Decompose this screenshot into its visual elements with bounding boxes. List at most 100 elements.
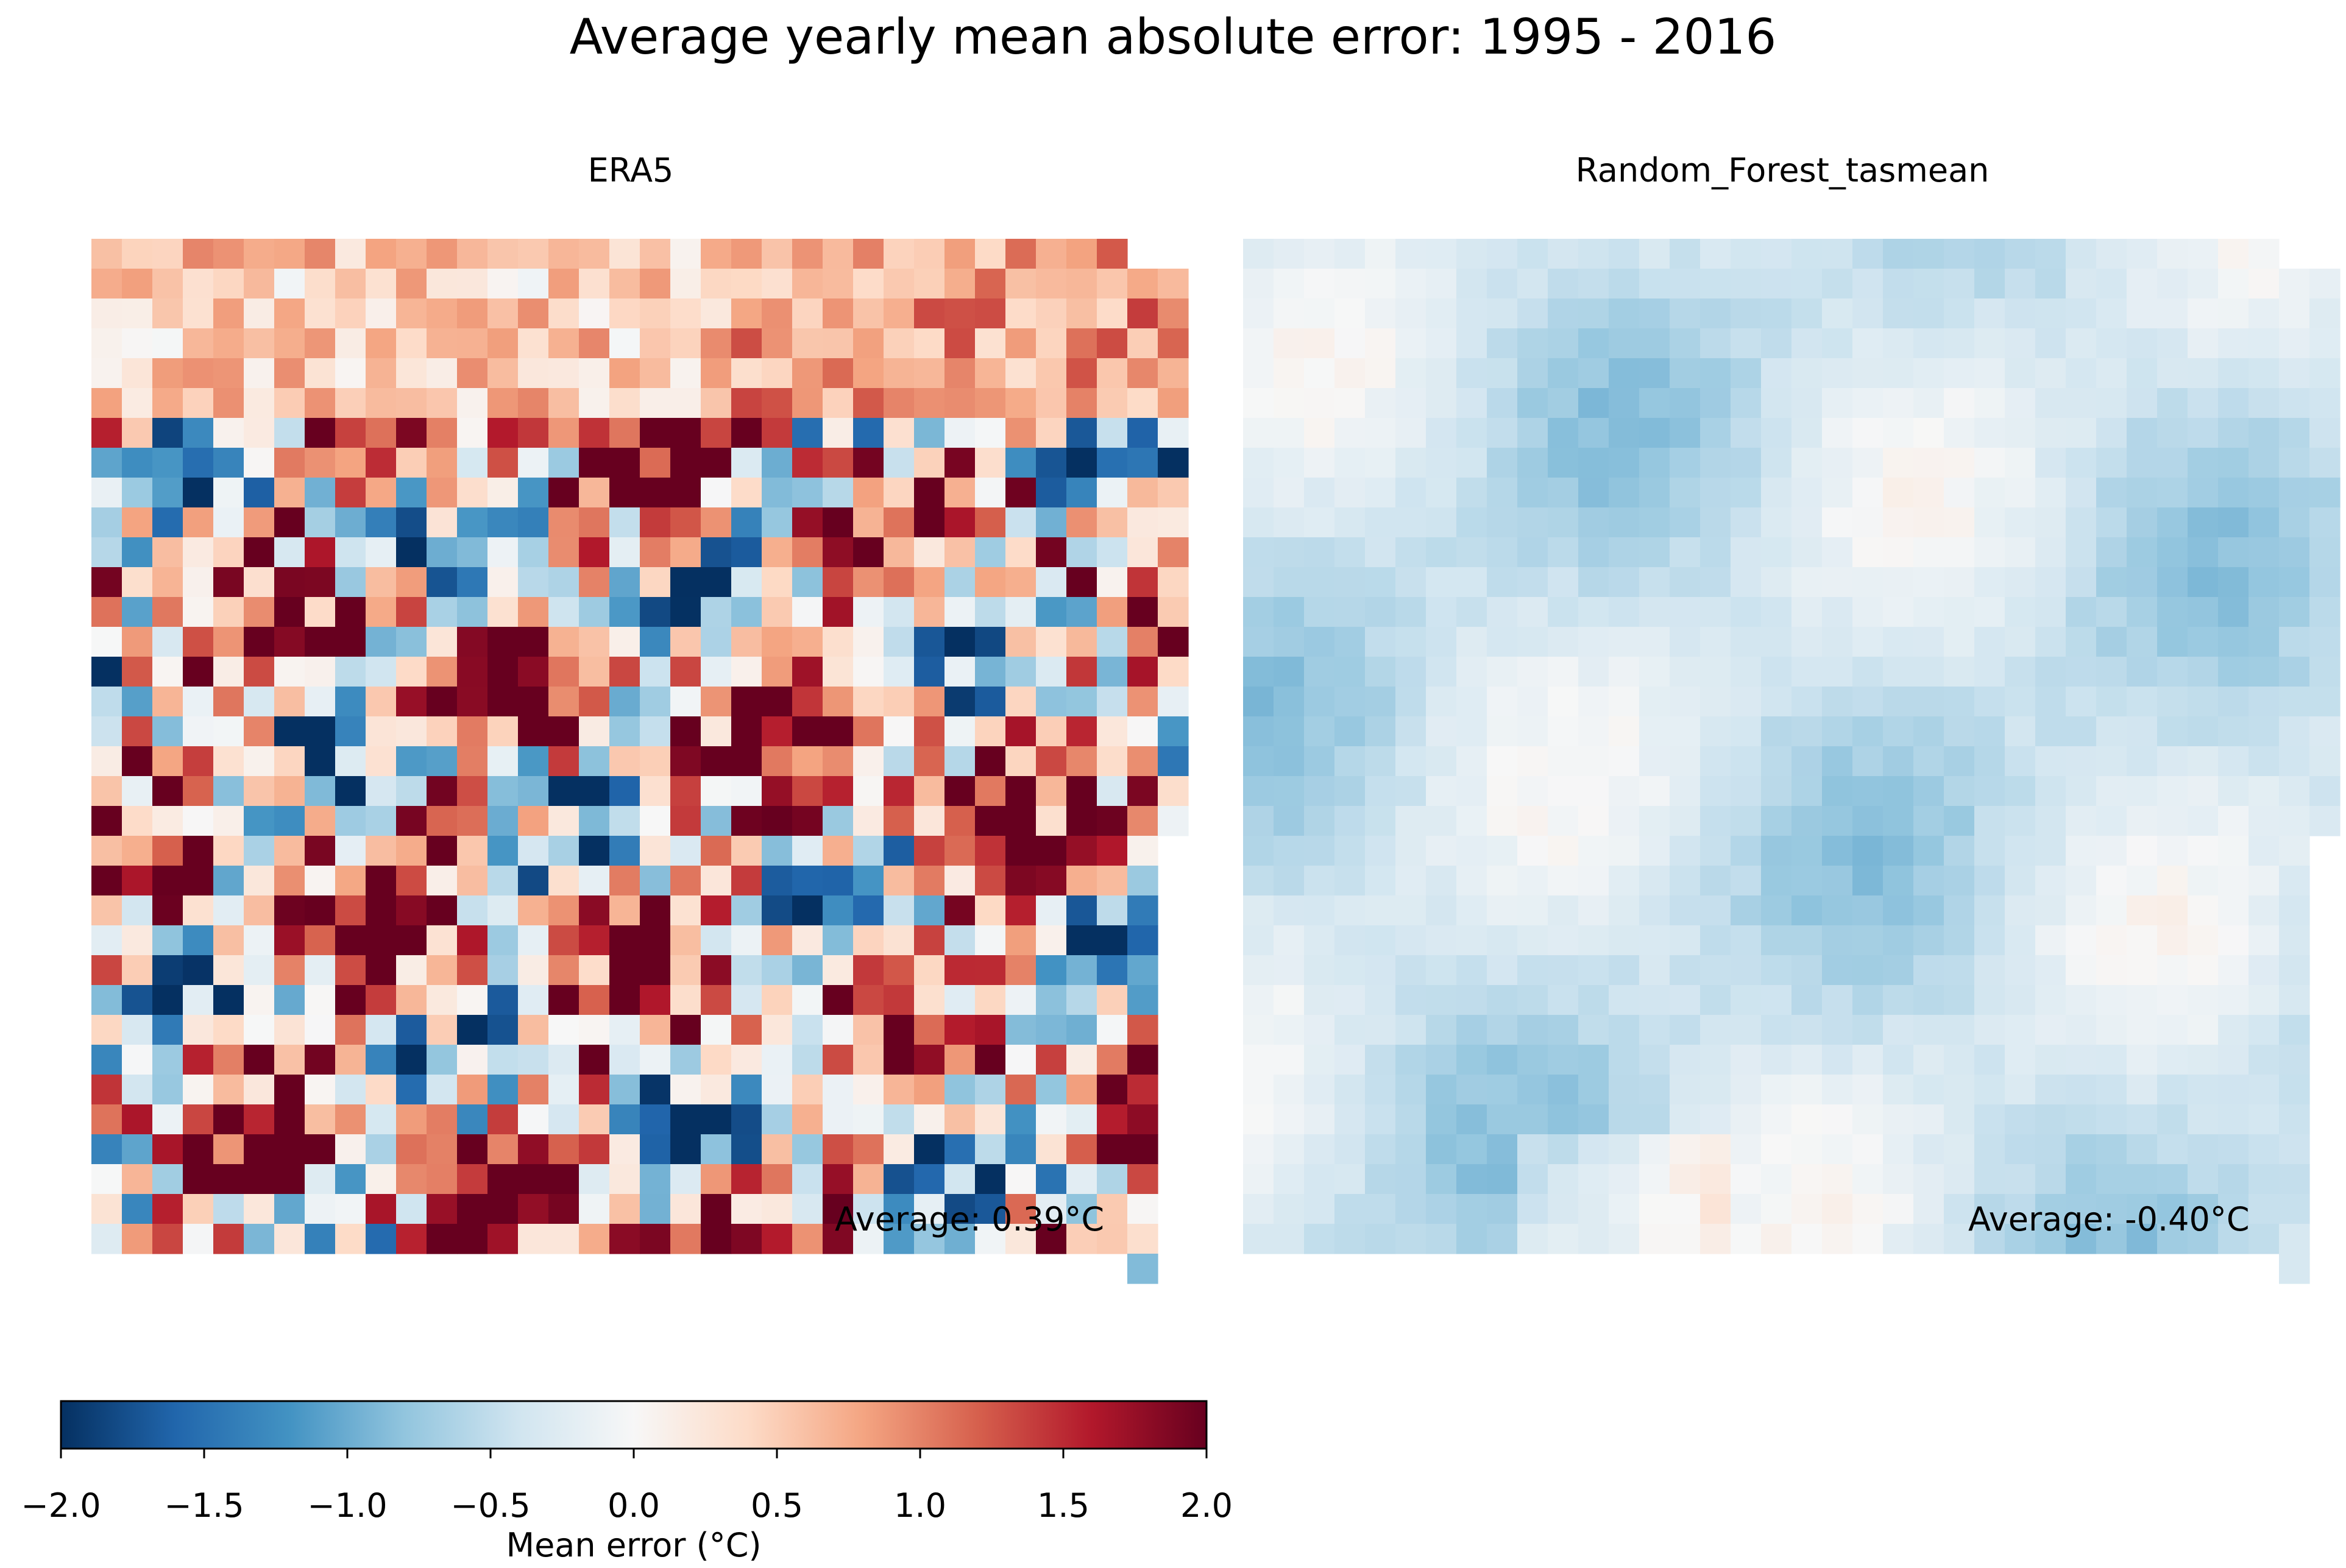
heatmap-cell xyxy=(1127,687,1158,717)
heatmap-cell xyxy=(1913,537,1944,568)
heatmap-cell xyxy=(1456,627,1487,657)
heatmap-cell xyxy=(1127,1045,1158,1075)
heatmap-cell xyxy=(2127,895,2158,926)
heatmap-cell xyxy=(2309,269,2341,299)
heatmap-cell xyxy=(548,1164,579,1195)
heatmap-cell xyxy=(1639,388,1670,418)
heatmap-cell xyxy=(1274,358,1305,389)
heatmap-cell xyxy=(1700,328,1731,359)
heatmap-cell xyxy=(914,1045,945,1075)
heatmap-cell xyxy=(1127,478,1158,508)
heatmap-cell xyxy=(1304,716,1335,747)
heatmap-cell xyxy=(487,507,519,538)
heatmap-cell xyxy=(1791,776,1823,807)
heatmap-cell xyxy=(1700,1015,1731,1045)
heatmap-cell xyxy=(944,1194,976,1224)
heatmap-cell xyxy=(1883,627,1914,657)
heatmap-cell xyxy=(1609,1045,1640,1075)
heatmap-cell xyxy=(1127,1164,1158,1195)
heatmap-cell xyxy=(701,239,732,269)
heatmap-cell xyxy=(1517,1045,1548,1075)
heatmap-cell xyxy=(2218,269,2249,299)
heatmap-cell xyxy=(1548,298,1579,329)
heatmap-cell xyxy=(670,776,701,807)
heatmap-cell xyxy=(1005,269,1037,299)
heatmap-cell xyxy=(2218,1045,2249,1075)
heatmap-cell xyxy=(487,1164,519,1195)
heatmap-cell xyxy=(2249,537,2280,568)
heatmap-cell xyxy=(640,239,671,269)
heatmap-cell xyxy=(1791,1104,1823,1135)
heatmap-cell xyxy=(1883,776,1914,807)
heatmap-cell xyxy=(914,448,945,478)
heatmap-cell xyxy=(396,478,427,508)
heatmap-cell xyxy=(1158,567,1189,598)
heatmap-cell xyxy=(335,567,366,598)
heatmap-cell xyxy=(427,239,458,269)
heatmap-cell xyxy=(548,1104,579,1135)
heatmap-cell xyxy=(1548,836,1579,866)
heatmap-cell xyxy=(2127,1015,2158,1045)
heatmap-cell xyxy=(1761,1224,1792,1254)
heatmap-cell xyxy=(91,448,122,478)
heatmap-cell xyxy=(122,239,153,269)
heatmap-cell xyxy=(1243,239,1274,269)
heatmap-cell xyxy=(548,298,579,329)
heatmap-cell xyxy=(944,388,976,418)
heatmap-cell xyxy=(91,776,122,807)
heatmap-cell xyxy=(2066,806,2097,836)
heatmap-cell xyxy=(1913,1075,1944,1105)
heatmap-cell xyxy=(183,567,214,598)
heatmap-cell xyxy=(670,1075,701,1105)
colorbar-tick-label: 0.0 xyxy=(608,1486,660,1525)
heatmap-cell xyxy=(1395,507,1426,538)
heatmap-cell xyxy=(396,806,427,836)
heatmap-cell xyxy=(335,687,366,717)
heatmap-cell xyxy=(1127,567,1158,598)
heatmap-cell xyxy=(366,895,397,926)
heatmap-cell xyxy=(1944,806,1975,836)
heatmap-cell xyxy=(1822,1134,1853,1165)
heatmap-cell xyxy=(640,507,671,538)
heatmap-cell xyxy=(518,328,549,359)
heatmap-cell xyxy=(2249,597,2280,627)
heatmap-cell xyxy=(731,985,762,1015)
heatmap-cell xyxy=(640,1045,671,1075)
heatmap-cell xyxy=(579,537,610,568)
heatmap-cell xyxy=(701,895,732,926)
heatmap-cell xyxy=(1066,537,1097,568)
heatmap-cell xyxy=(731,418,762,448)
heatmap-cell xyxy=(1761,955,1792,986)
heatmap-cell xyxy=(366,1015,397,1045)
heatmap-cell xyxy=(1852,448,1884,478)
heatmap-cell xyxy=(1609,1075,1640,1105)
heatmap-cell xyxy=(823,1164,854,1195)
heatmap-cell xyxy=(1127,836,1158,866)
heatmap-cell xyxy=(396,328,427,359)
heatmap-cell xyxy=(1913,1045,1944,1075)
heatmap-cell xyxy=(2096,1134,2127,1165)
heatmap-cell xyxy=(1487,478,1518,508)
heatmap-cell xyxy=(2309,716,2341,747)
heatmap-cell xyxy=(731,328,762,359)
heatmap-cell xyxy=(1456,328,1487,359)
heatmap-cell xyxy=(2096,687,2127,717)
heatmap-cell xyxy=(1517,388,1548,418)
heatmap-cell xyxy=(762,806,793,836)
heatmap-cell xyxy=(2157,1224,2188,1254)
heatmap-cell xyxy=(305,567,336,598)
heatmap-cell xyxy=(1395,716,1426,747)
heatmap-cell xyxy=(1731,328,1762,359)
heatmap-cell xyxy=(2157,448,2188,478)
heatmap-cell xyxy=(2096,239,2127,269)
heatmap-cell xyxy=(1944,1104,1975,1135)
heatmap-cell xyxy=(792,1194,823,1224)
heatmap-cell xyxy=(1097,358,1128,389)
heatmap-cell xyxy=(152,1104,183,1135)
heatmap-cell xyxy=(91,687,122,717)
heatmap-cell xyxy=(244,567,275,598)
heatmap-cell xyxy=(975,1224,1006,1254)
heatmap-cell xyxy=(1426,1045,1457,1075)
heatmap-cell xyxy=(731,657,762,687)
heatmap-cell xyxy=(244,687,275,717)
